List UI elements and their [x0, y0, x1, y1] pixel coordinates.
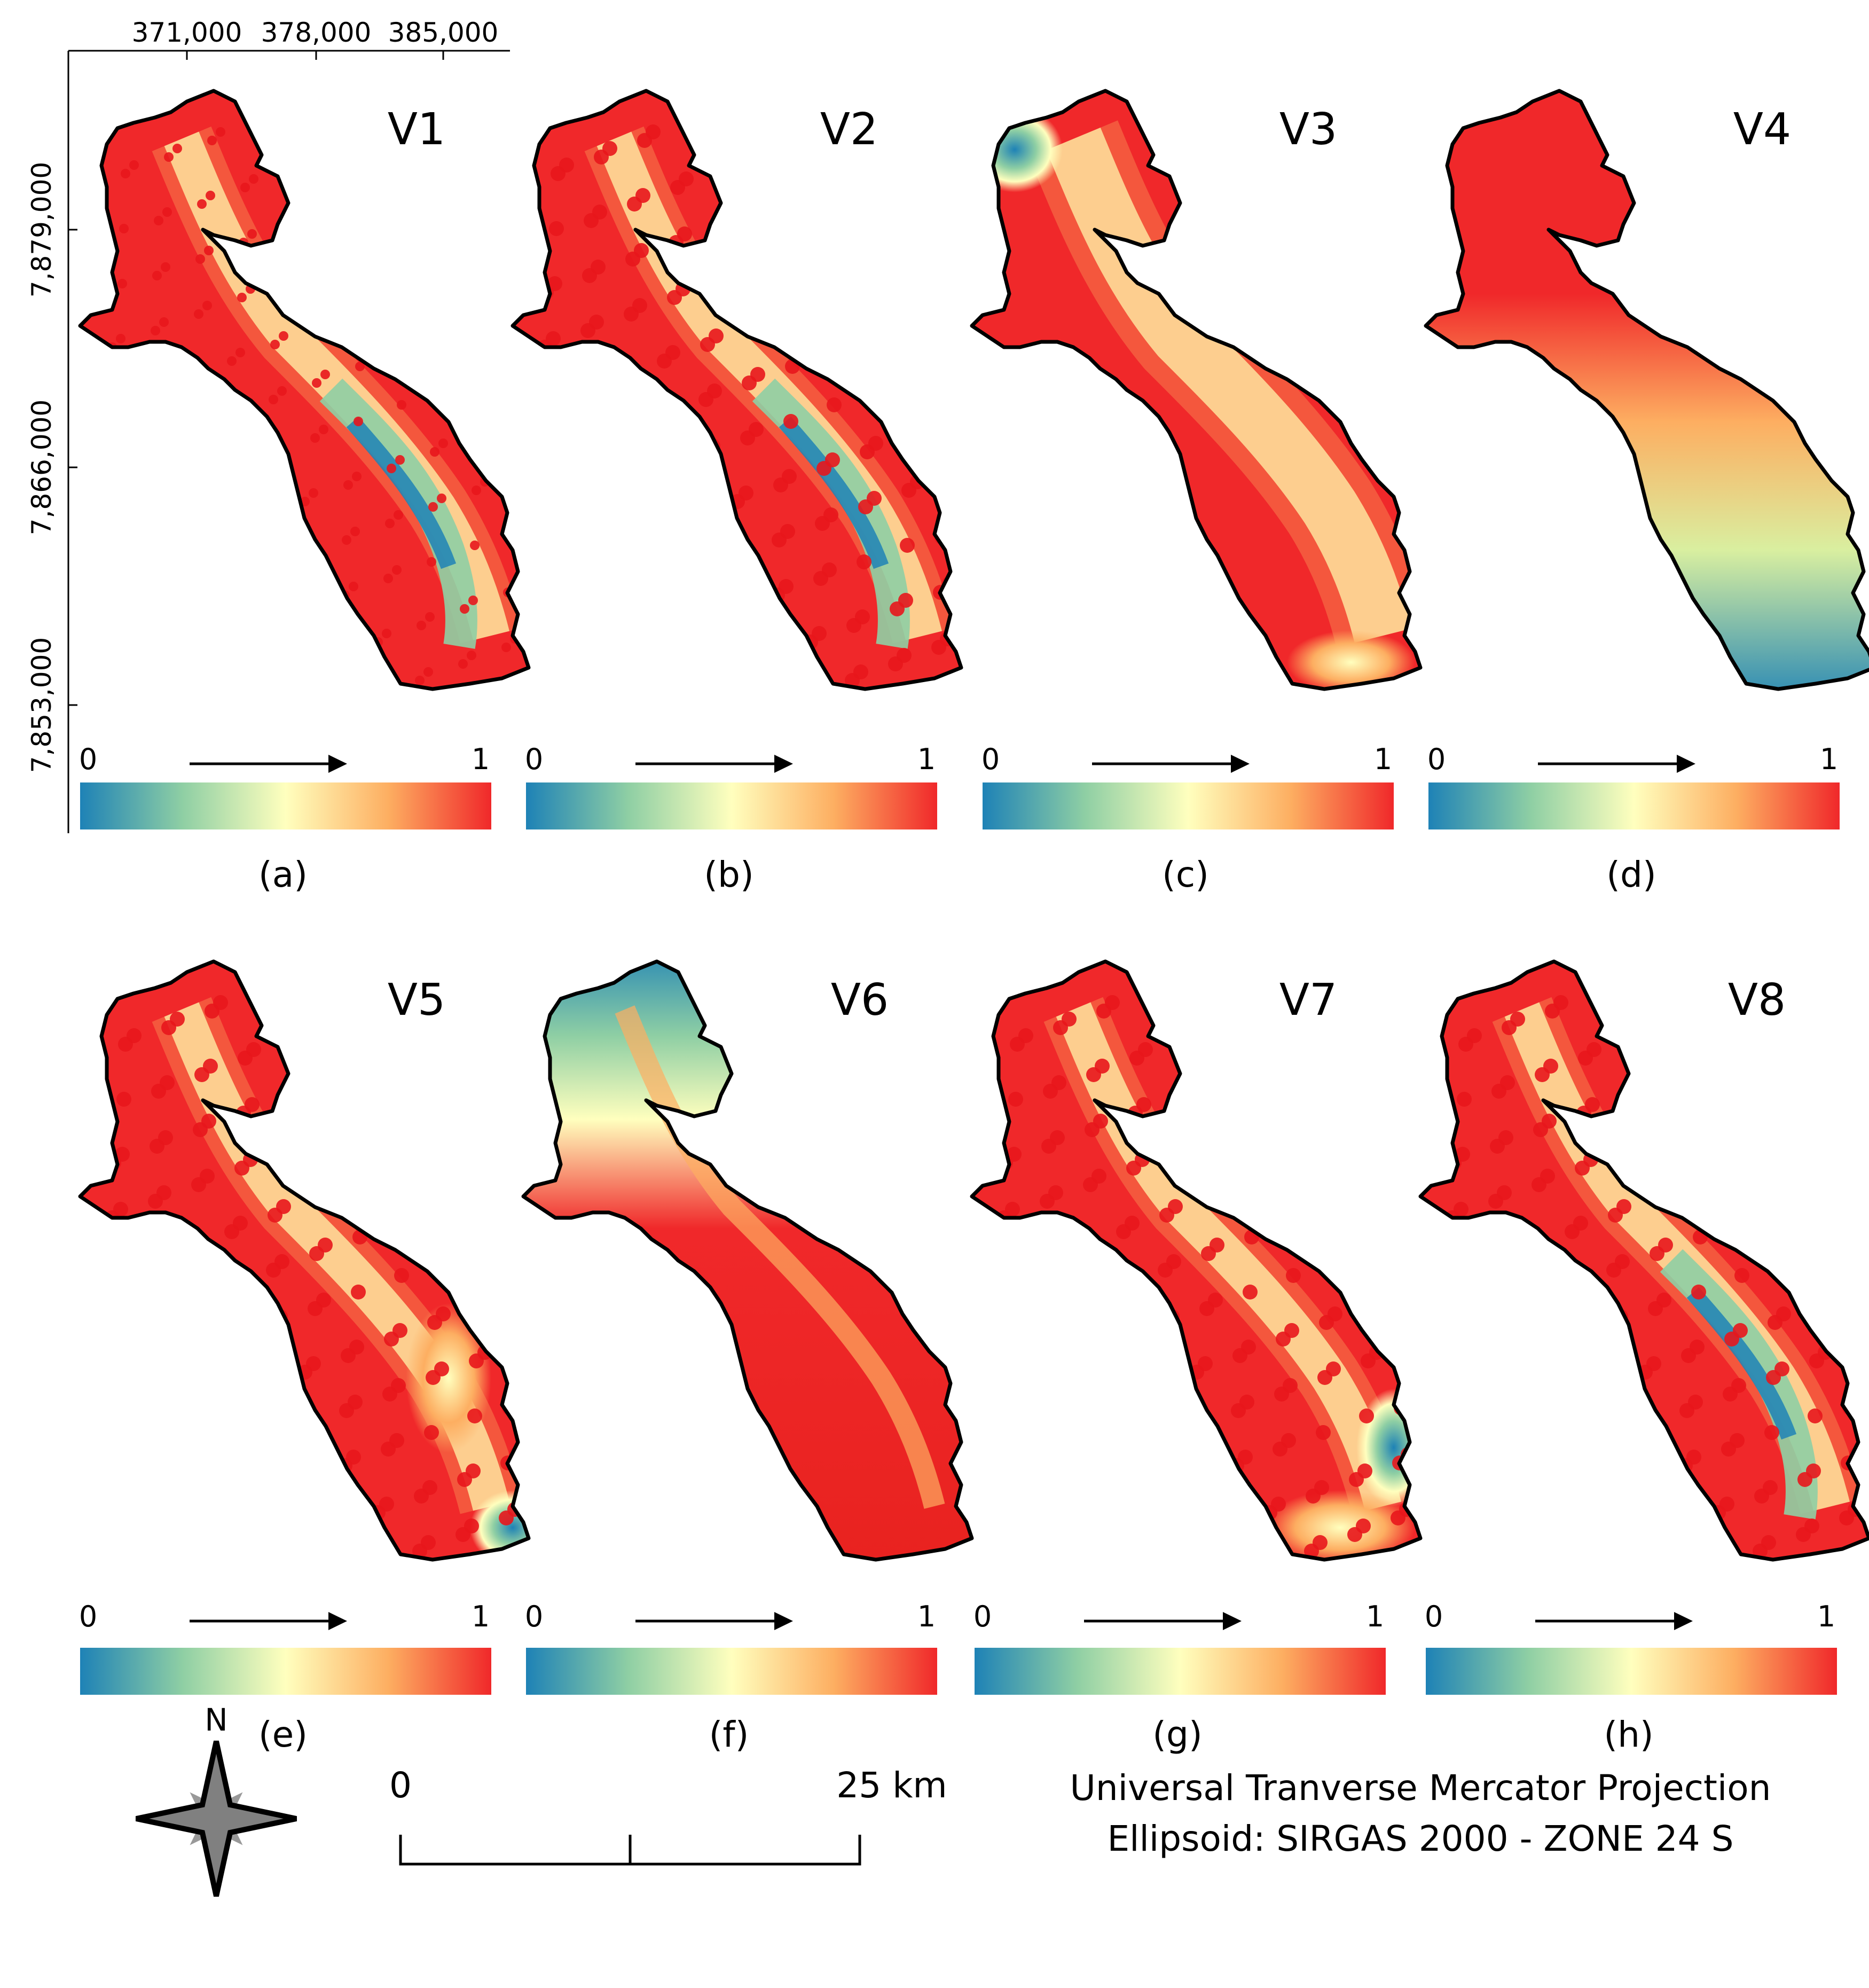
colorbar-min-label: 0 — [1425, 1600, 1443, 1633]
colorbar-min-label: 0 — [981, 742, 1000, 776]
map-region — [967, 940, 1447, 1581]
map-panels: V10 1(a)V20 1(b)V30 1(c)V40 1(d)V50 1(e)V60 1(… — [75, 69, 1869, 1755]
colorbar-max-label: 1 — [917, 742, 936, 776]
panel-title: V8 — [1728, 975, 1786, 1026]
projection-line-2: Ellipsoid: SIRGAS 2000 - ZONE 24 S — [1107, 1818, 1733, 1859]
arrow-head-icon — [1231, 755, 1250, 773]
y-tick-label: 7,853,000 — [26, 637, 57, 773]
colorbar-gradient — [975, 1648, 1386, 1695]
scale-bar-end-label: 25 km — [836, 1765, 947, 1806]
panel-title: V2 — [820, 104, 878, 155]
colorbar-max-label: 1 — [1366, 1600, 1384, 1633]
scale-bar: 0 25 km — [389, 1765, 947, 1866]
panel-title: V5 — [388, 975, 445, 1026]
colorbar-gradient — [526, 1648, 937, 1695]
x-tick-label: 371,000 — [132, 17, 242, 48]
map-region — [967, 69, 1447, 710]
colorbar-max-label: 1 — [472, 742, 490, 776]
colorbar-gradient — [1426, 1648, 1837, 1695]
arrow-head-icon — [774, 1612, 793, 1630]
panel-caption: (d) — [1606, 854, 1656, 895]
colorbar-max-label: 1 — [1374, 742, 1392, 776]
colorbar-gradient — [80, 782, 491, 829]
y-tick-label: 7,879,000 — [26, 162, 57, 298]
panel-caption: (c) — [1162, 854, 1209, 895]
panel-caption: (e) — [258, 1714, 308, 1755]
arrow-head-icon — [774, 755, 793, 773]
colorbar-min-label: 0 — [525, 1600, 543, 1633]
colorbar-max-label: 1 — [1817, 1600, 1835, 1633]
map-region — [1415, 940, 1869, 1581]
arrow-head-icon — [1223, 1612, 1242, 1630]
scale-bar-start-label: 0 — [389, 1765, 412, 1806]
panel-title: V6 — [831, 975, 889, 1026]
colorbar-gradient — [983, 782, 1394, 829]
north-label: N — [205, 1702, 227, 1738]
colorbar-max-label: 1 — [917, 1600, 936, 1633]
map-panel: V20 1(b) — [507, 69, 988, 895]
map-panel: V50 1(e) — [75, 940, 555, 1755]
colorbar-min-label: 0 — [973, 1600, 992, 1633]
colorbar-min-label: 0 — [79, 742, 97, 776]
x-tick-label: 385,000 — [388, 17, 499, 48]
colorbar-min-label: 0 — [525, 742, 543, 776]
map-panel: V70 1(g) — [967, 940, 1447, 1755]
colorbar-max-label: 1 — [472, 1600, 490, 1633]
map-panel: V10 1(a) — [75, 69, 555, 895]
colorbar-gradient — [526, 782, 937, 829]
colorbar-max-label: 1 — [1820, 742, 1838, 776]
colorbar-gradient — [80, 1648, 491, 1695]
map-region — [518, 940, 999, 1581]
panel-caption: (b) — [704, 854, 753, 895]
panel-title: V1 — [388, 104, 445, 155]
map-region — [75, 940, 555, 1581]
map-panel: V60 1(f) — [518, 940, 999, 1755]
panel-caption: (h) — [1604, 1714, 1653, 1755]
x-tick-label: 378,000 — [261, 17, 372, 48]
map-panel: V80 1(h) — [1415, 940, 1869, 1755]
projection-line-1: Universal Tranverse Mercator Projection — [1070, 1767, 1771, 1809]
colorbar-min-label: 0 — [1427, 742, 1446, 776]
panel-caption: (g) — [1152, 1714, 1202, 1755]
panel-caption: (a) — [258, 854, 308, 895]
panel-title: V7 — [1279, 975, 1337, 1026]
y-tick-label: 7,866,000 — [26, 400, 57, 535]
panel-caption: (f) — [709, 1714, 749, 1755]
arrow-head-icon — [1674, 1612, 1693, 1630]
colorbar-gradient — [1428, 782, 1840, 829]
arrow-head-icon — [328, 755, 347, 773]
map-region — [507, 69, 988, 710]
map-panel: V30 1(c) — [967, 69, 1447, 895]
panel-title: V3 — [1279, 104, 1337, 155]
map-panel: V40 1(d) — [1420, 69, 1869, 895]
arrow-head-icon — [1677, 755, 1695, 773]
map-region — [1420, 69, 1869, 710]
panel-title: V4 — [1733, 104, 1791, 155]
map-axes: 371,000 378,000 385,000 7,879,000 7,866,000 7… — [26, 17, 510, 833]
north-arrow-icon — [135, 1740, 297, 1897]
arrow-head-icon — [328, 1612, 347, 1630]
map-region — [75, 69, 555, 710]
colorbar-min-label: 0 — [79, 1600, 97, 1633]
